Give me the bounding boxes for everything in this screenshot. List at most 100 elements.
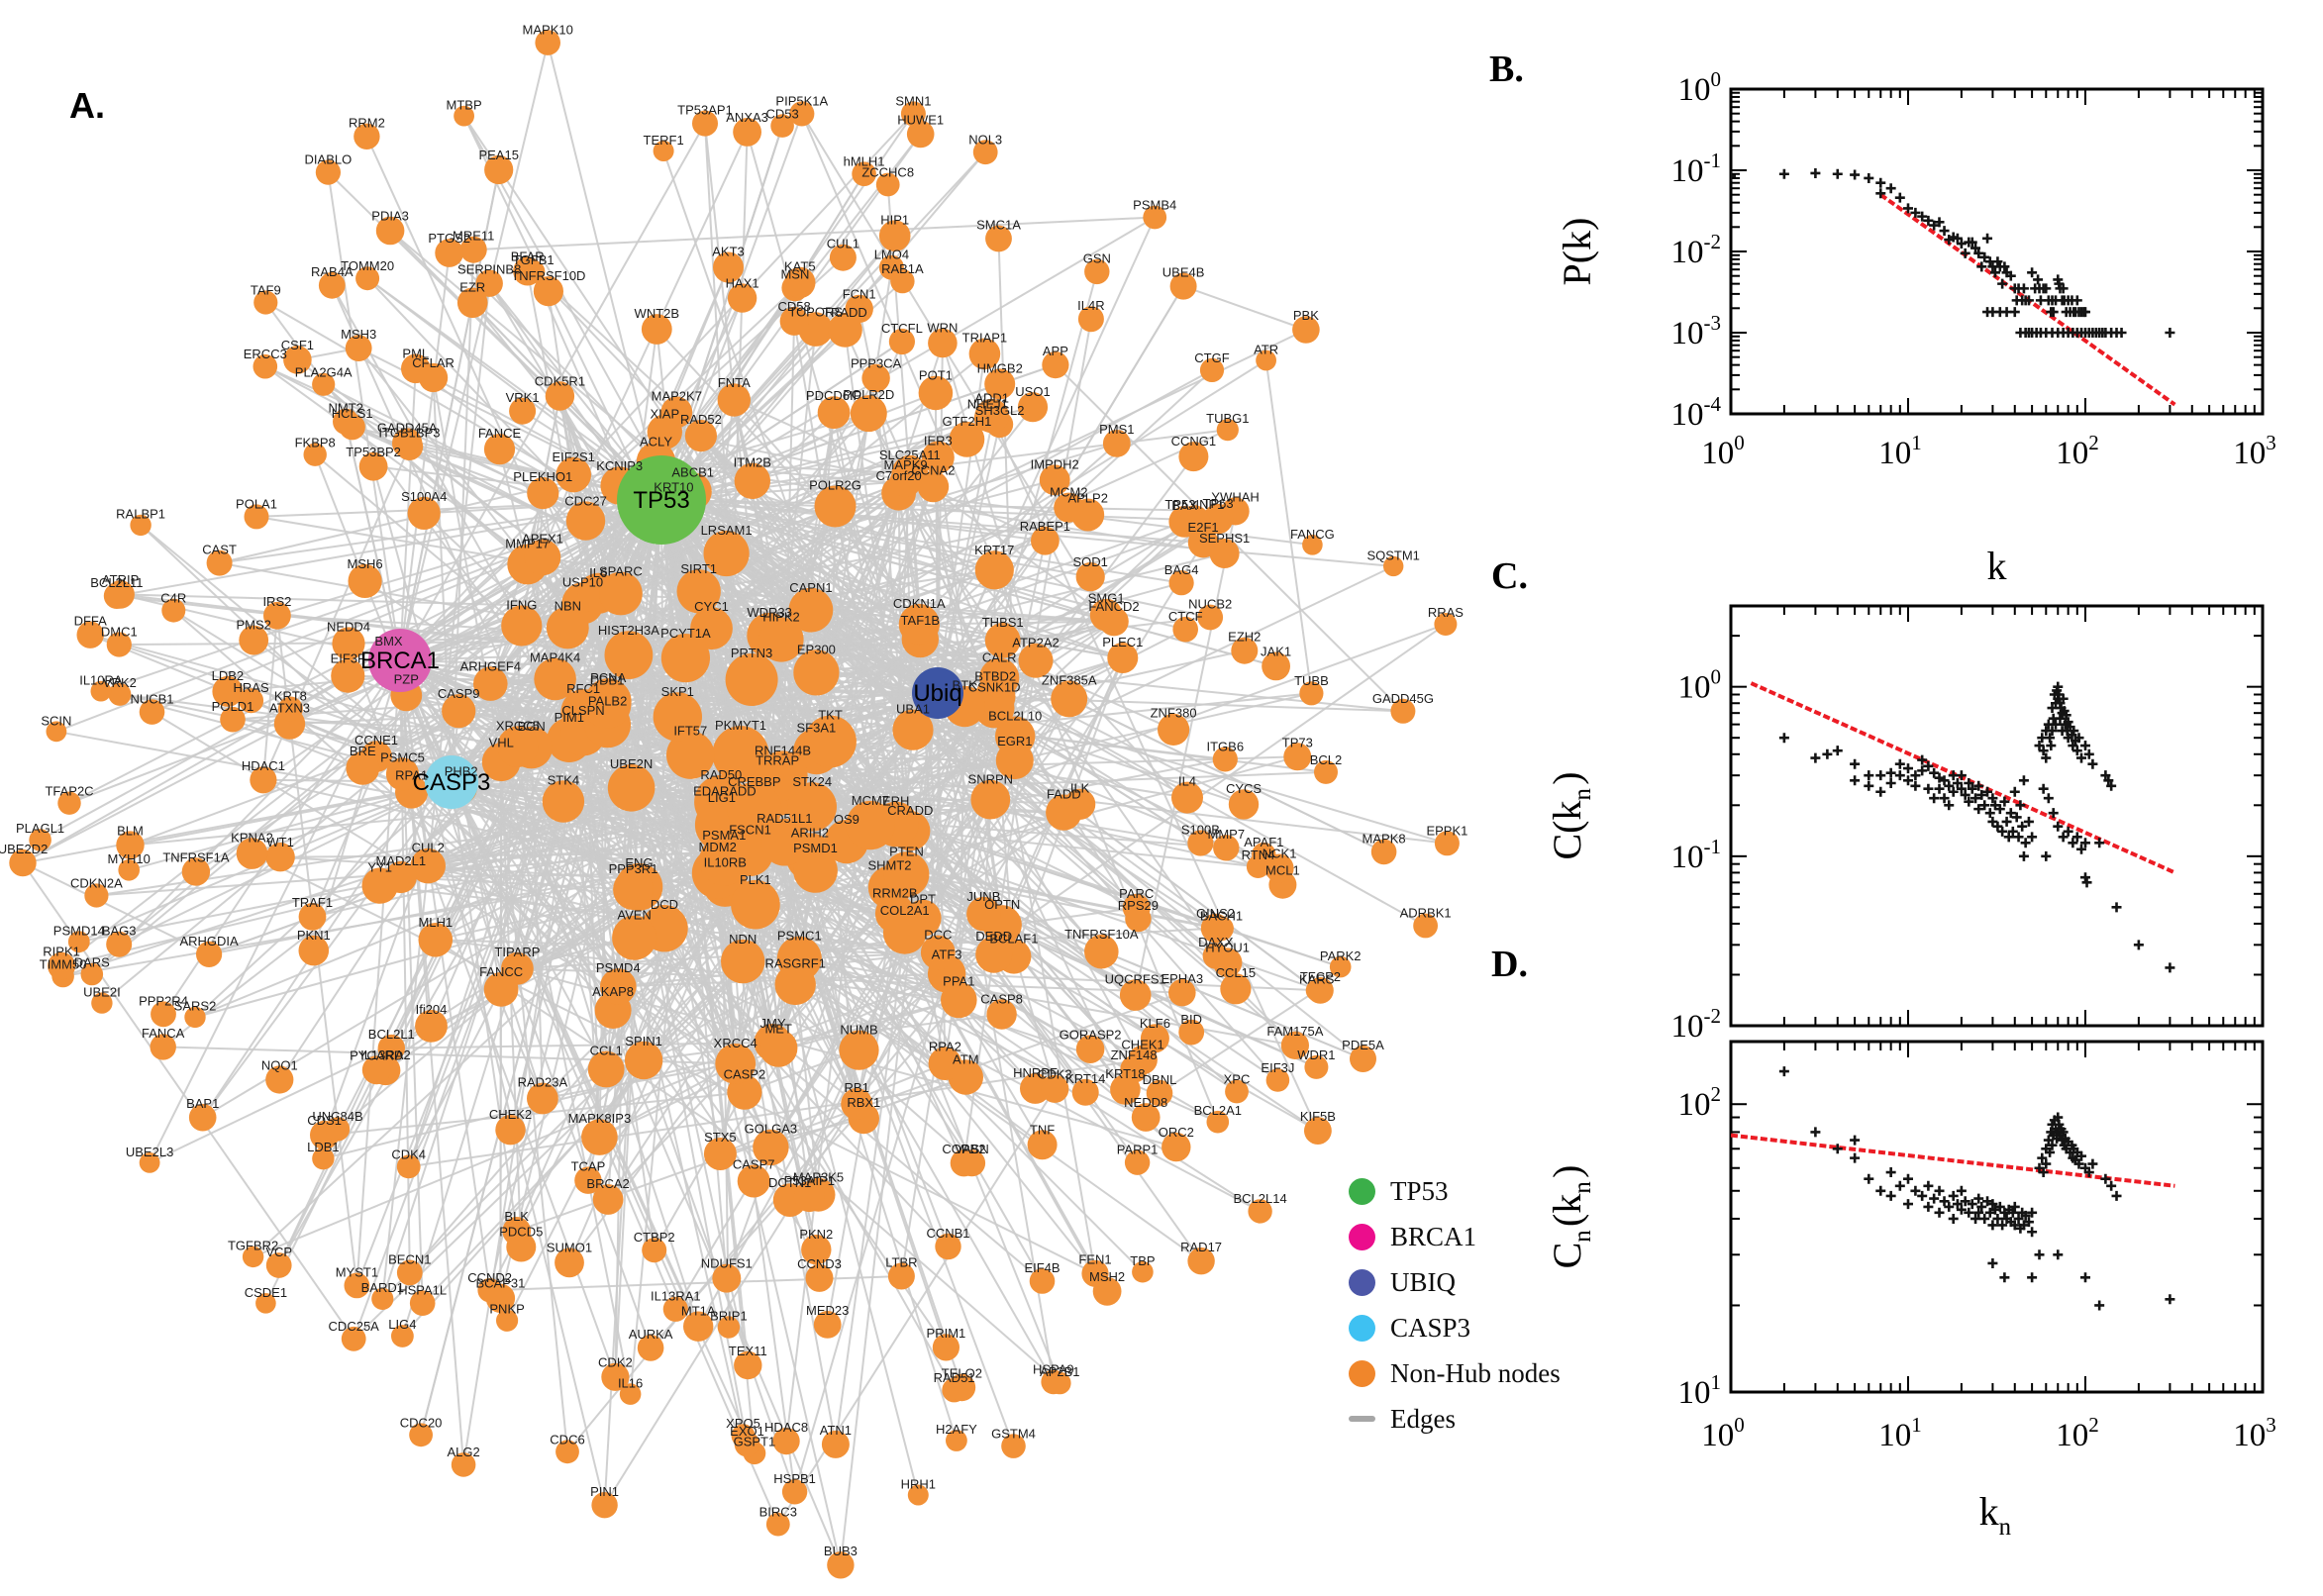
network-node xyxy=(91,992,113,1014)
network-node-label: PPP2R4 xyxy=(139,993,188,1008)
network-edge xyxy=(783,620,1115,844)
scatter-point xyxy=(2048,808,2059,819)
network-edge xyxy=(582,710,1144,1273)
scatter-point xyxy=(2027,832,2038,843)
y-tick-label: 10-4 xyxy=(1671,392,1722,433)
scatter-point xyxy=(1923,1180,1934,1191)
network-node-label: PSMC1 xyxy=(777,929,822,944)
network-node-label: ATR xyxy=(1254,343,1278,357)
network-node-label: TBP xyxy=(1130,1253,1155,1268)
network-node xyxy=(1131,1103,1161,1132)
network-node xyxy=(817,396,851,430)
network-node xyxy=(298,903,327,931)
scatter-point xyxy=(1917,754,1928,765)
network-node xyxy=(641,314,672,345)
network-node xyxy=(151,1001,176,1028)
scatter-point xyxy=(1810,167,1821,178)
network-node-label: EIF2S1 xyxy=(553,449,595,464)
network-node-label: POT1 xyxy=(919,368,953,383)
network-node-label: FANCG xyxy=(1290,527,1335,542)
network-node-label: HRH1 xyxy=(901,1477,936,1492)
network-node xyxy=(986,999,1017,1030)
network-node xyxy=(1169,272,1197,300)
network-node-label: ITGB1BP3 xyxy=(378,425,440,440)
network-node xyxy=(239,688,264,714)
network-node xyxy=(501,605,543,647)
network-node-label: TFAP2C xyxy=(45,784,93,799)
network-node-label: MET xyxy=(764,1021,792,1036)
network-node xyxy=(607,764,656,812)
plot-ticks xyxy=(1731,1042,2263,1392)
network-node xyxy=(861,363,890,393)
network-node-label: LDB1 xyxy=(307,1140,340,1154)
scatter-points-d xyxy=(1778,1066,2175,1311)
x-tick-label: 102 xyxy=(2056,431,2099,471)
network-node xyxy=(84,883,109,908)
y-tick-label: 10-3 xyxy=(1671,311,1722,351)
network-node-labels: NEDD8 KARS UBE2L3 SF3A1 KIF5B ARHGEF4 COPB2 HSP… xyxy=(0,22,1467,1558)
network-node-label: S100B xyxy=(1181,822,1220,837)
scatter-point xyxy=(1850,1135,1861,1146)
network-edge xyxy=(698,514,1088,593)
network-edge xyxy=(1055,363,1404,713)
scatter-point xyxy=(2165,962,2175,973)
network-node xyxy=(1304,1054,1329,1079)
network-edge xyxy=(1159,989,1318,1094)
network-node xyxy=(1027,1130,1058,1160)
network-node xyxy=(150,1034,176,1060)
network-edge xyxy=(618,951,939,988)
scatter-point xyxy=(2053,821,2064,832)
network-node-label: RAD50 xyxy=(700,767,742,782)
network-node xyxy=(966,896,1001,932)
network-node-label: PLA2G4A xyxy=(295,365,353,380)
network-node xyxy=(1051,680,1088,718)
network-node xyxy=(67,931,90,953)
network-node-label: MMP7 xyxy=(1208,827,1246,842)
network-node xyxy=(1132,1260,1154,1283)
network-node-label: TAF9 xyxy=(251,282,281,297)
network-node xyxy=(1350,1046,1376,1072)
network-node-label: CCND3 xyxy=(797,1256,842,1271)
network-node-label: PALB2 xyxy=(588,693,628,708)
network-node-label: MYST1 xyxy=(336,1265,378,1280)
network-node-label: BID xyxy=(1180,1012,1202,1027)
network-node xyxy=(779,306,809,336)
network-node-label: IMPDH2 xyxy=(1031,456,1079,471)
network-node-label: KPNA2 xyxy=(231,830,273,845)
network-node xyxy=(814,485,857,528)
network-node xyxy=(252,353,278,379)
network-edge xyxy=(119,693,532,749)
scatter-point xyxy=(1994,804,2005,815)
network-node-label: SMG1 xyxy=(1088,591,1125,606)
network-node xyxy=(312,1147,335,1170)
scatter-point xyxy=(2041,1158,2052,1169)
y-tick-label: 10-2 xyxy=(1671,1004,1722,1045)
scatter-point xyxy=(1967,1199,1977,1210)
network-node-label: IFNG xyxy=(506,597,537,612)
scatter-point xyxy=(2018,775,2029,786)
network-node xyxy=(9,848,37,877)
scatter-point xyxy=(1934,1185,1945,1196)
y-tick-label: 10-1 xyxy=(1671,149,1722,189)
network-edge xyxy=(572,474,719,874)
network-node xyxy=(753,1129,789,1166)
network-node-label: NHEJ1 xyxy=(967,397,1008,412)
network-node-label: CASP7 xyxy=(733,1157,775,1172)
network-edge xyxy=(489,682,725,862)
legend-node-swatch-icon xyxy=(1349,1177,1375,1205)
network-node xyxy=(731,879,780,930)
network-node xyxy=(974,398,1009,434)
network-node xyxy=(1199,357,1225,382)
network-node-label: KRT10 xyxy=(654,479,693,494)
scatter-point xyxy=(1967,783,1977,794)
network-edge xyxy=(78,781,453,944)
network-node-label: CRADD xyxy=(887,803,933,818)
scatter-point xyxy=(1956,239,1967,249)
network-node xyxy=(1084,934,1119,969)
network-node-label: ILK xyxy=(1070,781,1090,796)
network-node xyxy=(473,666,508,701)
scatter-point xyxy=(1976,1201,1987,1212)
network-node xyxy=(415,1010,448,1043)
network-node-label: CCNB1 xyxy=(926,1226,969,1241)
scatter-point xyxy=(1875,188,1886,199)
